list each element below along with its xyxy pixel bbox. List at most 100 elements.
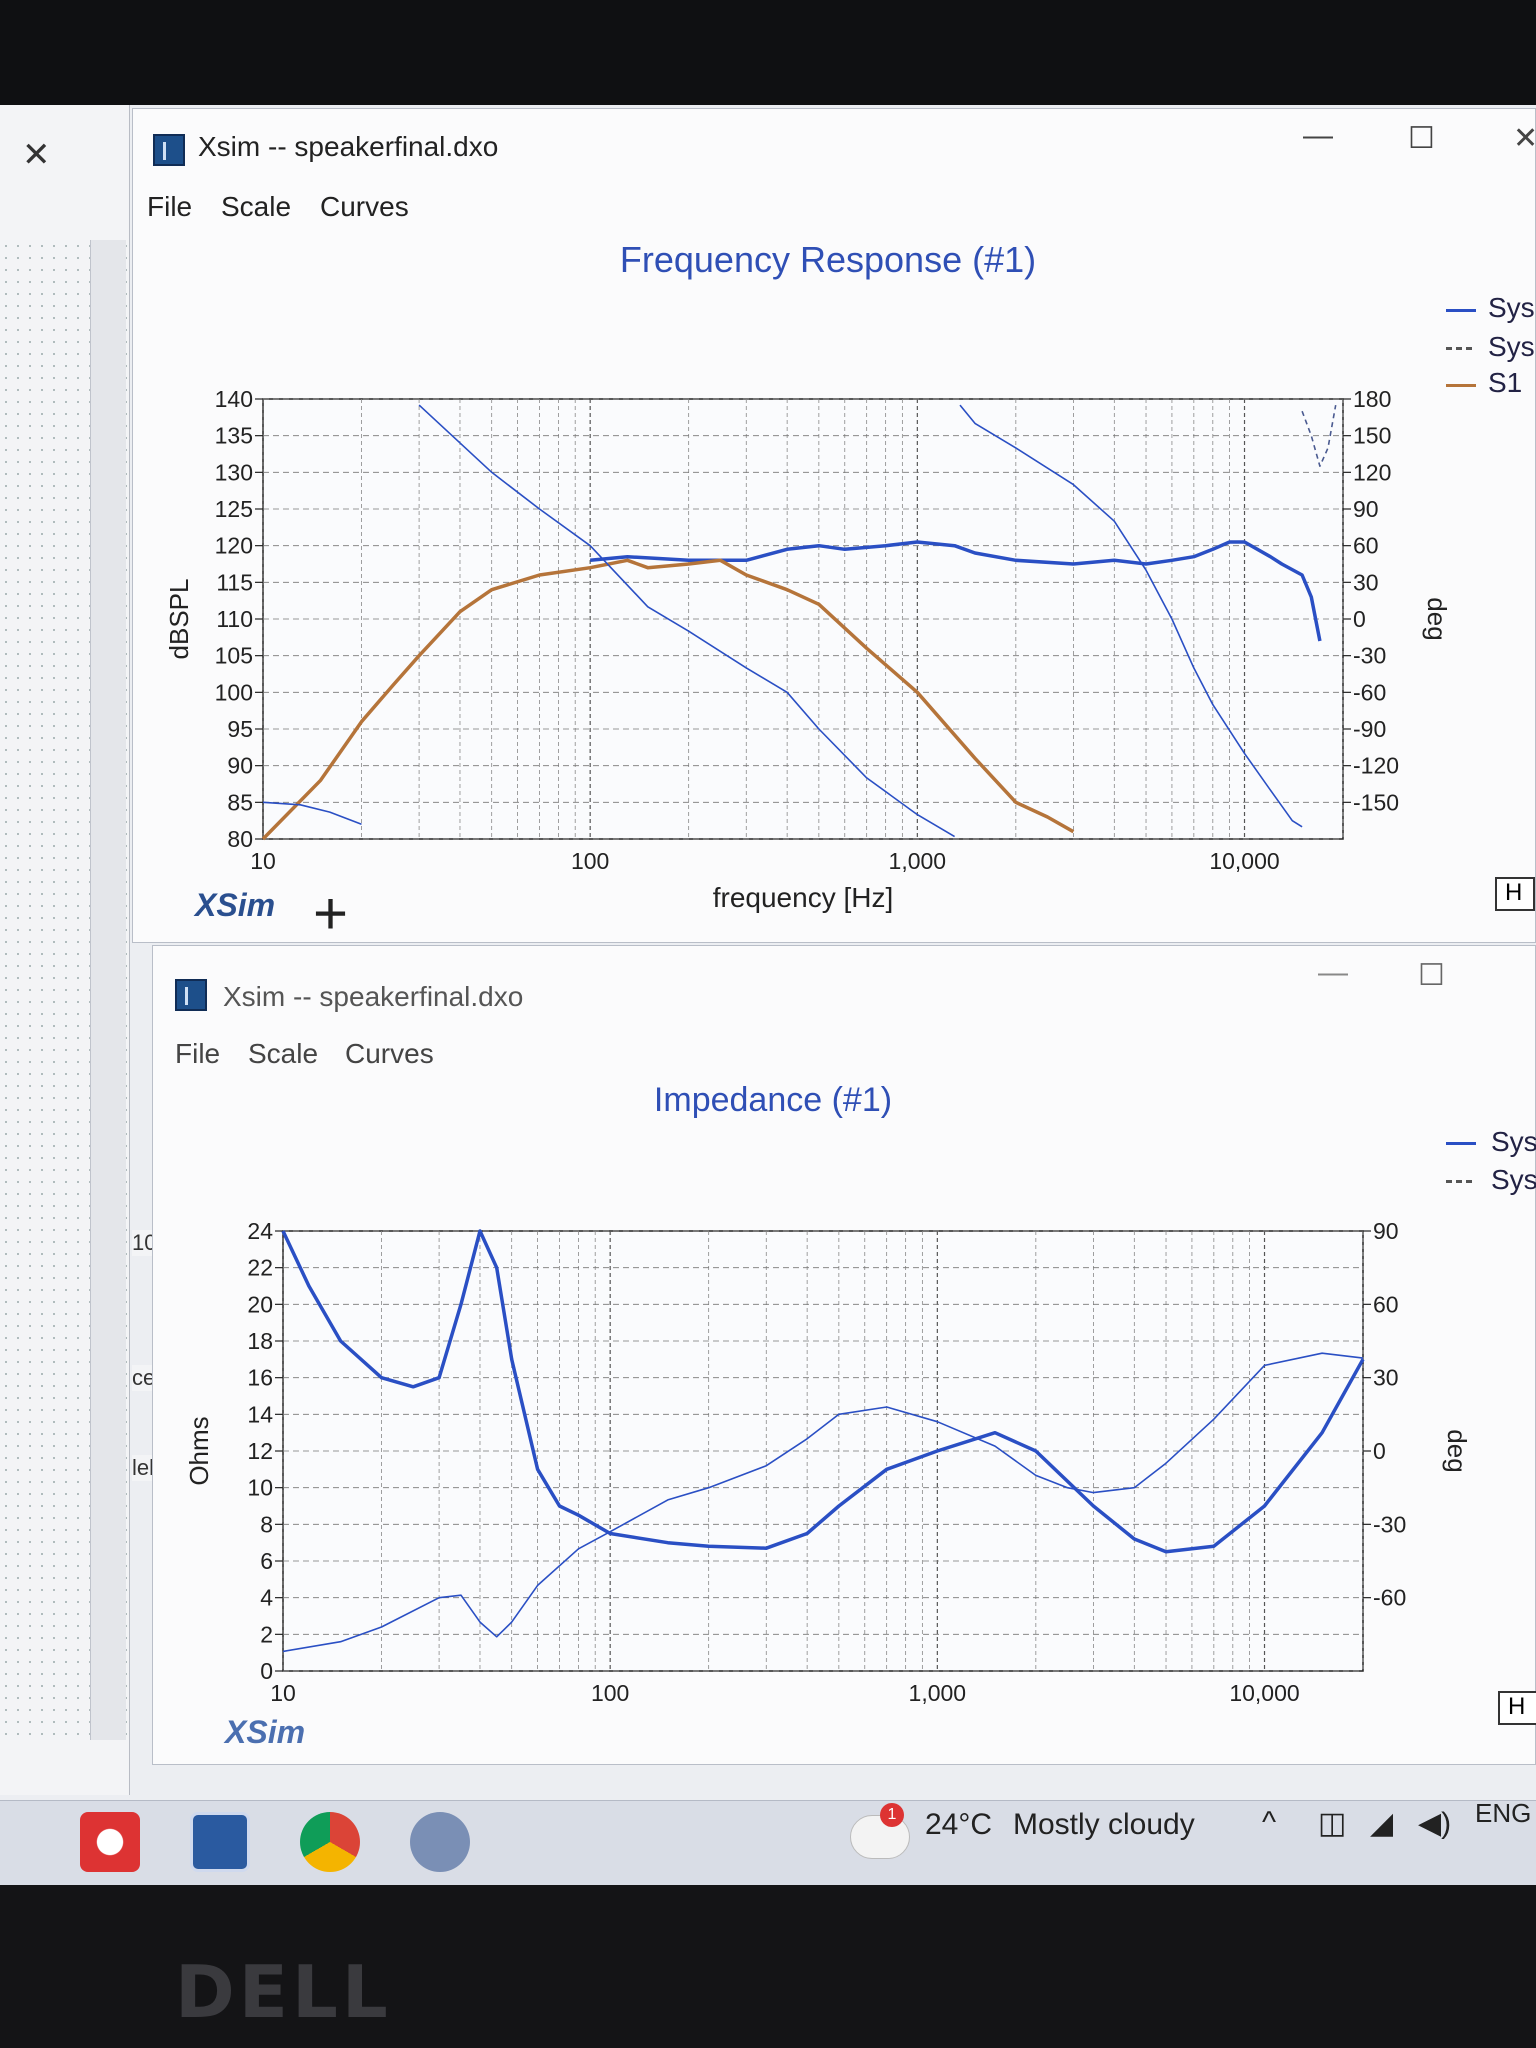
- background-scrollbar[interactable]: [90, 240, 126, 1740]
- chrome-icon[interactable]: [300, 1812, 360, 1872]
- legend-label-sys: Sys: [1488, 292, 1535, 323]
- chart-title: Impedance (#1): [653, 1081, 893, 1119]
- y-tick-label: 6: [260, 1548, 273, 1574]
- window-title: Xsim -- speakerfinal.dxo: [198, 131, 499, 162]
- y-tick-label: 90: [227, 753, 253, 779]
- y-tick-label: 16: [247, 1365, 273, 1391]
- menu-file[interactable]: File: [147, 191, 193, 222]
- x-axis-label: frequency [Hz]: [713, 882, 894, 913]
- xsim-app-icon: [175, 979, 207, 1011]
- y-tick-label: 24: [247, 1218, 273, 1244]
- x-tick-label: 10: [270, 1680, 296, 1706]
- chevron-up-icon[interactable]: ^: [1262, 1806, 1277, 1839]
- y2-tick-label: -60: [1373, 1585, 1406, 1611]
- y2-tick-label: -150: [1353, 789, 1399, 815]
- y2-tick-label: -30: [1373, 1511, 1406, 1537]
- x-tick-label: 100: [571, 848, 609, 874]
- y2-tick-label: 60: [1373, 1291, 1399, 1317]
- x-tick-label: 10: [250, 848, 276, 874]
- y2-tick-label: 120: [1353, 459, 1391, 485]
- maximize-icon[interactable]: ☐: [1408, 122, 1435, 155]
- weather-description[interactable]: Mostly cloudy: [1013, 1808, 1195, 1841]
- app-feather-icon[interactable]: [410, 1812, 470, 1872]
- side-button[interactable]: H: [1498, 1691, 1536, 1725]
- y-tick-label: 110: [216, 606, 253, 632]
- series-line-s1-1: [261, 558, 1075, 841]
- series-line-sys-0: [281, 1229, 1365, 1554]
- legend-label-s1: S1: [1488, 367, 1523, 398]
- weather-temp[interactable]: 24°C: [925, 1808, 993, 1841]
- y2-tick-label: -90: [1353, 716, 1386, 742]
- legend-label-sys: Sys: [1491, 1126, 1536, 1157]
- monitor-bottom-bezel: [0, 1885, 1536, 2048]
- y2-tick-label: 30: [1373, 1365, 1399, 1391]
- xsim-logo: XSim: [195, 887, 276, 923]
- y2-tick-label: -120: [1353, 753, 1399, 779]
- taskbar: [0, 1800, 1536, 1885]
- y-tick-label: 12: [247, 1438, 273, 1464]
- y-tick-label: 105: [215, 643, 253, 669]
- close-icon[interactable]: ✕: [22, 136, 51, 174]
- minimize-icon[interactable]: —: [1303, 119, 1333, 152]
- minimize-icon[interactable]: —: [1318, 956, 1348, 989]
- y2-tick-label: 90: [1353, 496, 1379, 522]
- wifi-icon[interactable]: ◢: [1370, 1807, 1394, 1840]
- language-indicator[interactable]: ENG: [1475, 1798, 1532, 1828]
- frequency-response-chart[interactable]: 1401351301251201151101051009590858018015…: [133, 289, 1536, 929]
- volume-icon[interactable]: ◀): [1418, 1807, 1452, 1840]
- y2-tick-label: 90: [1373, 1218, 1399, 1244]
- impedance-window: Xsim -- speakerfinal.dxo — ☐ File Scale …: [152, 945, 1536, 1765]
- y-tick-label: 22: [247, 1255, 273, 1281]
- y-tick-label: 140: [215, 386, 253, 412]
- xsim-app-icon: [153, 134, 185, 166]
- background-label: ce: [132, 1365, 156, 1391]
- title-bar[interactable]: Xsim -- speakerfinal.dxo — ☐: [153, 946, 1535, 1026]
- maximize-icon[interactable]: ☐: [1418, 959, 1445, 992]
- window-title: Xsim -- speakerfinal.dxo: [223, 981, 524, 1012]
- y2-tick-label: 180: [1353, 386, 1391, 412]
- y2-tick-label: 30: [1353, 569, 1379, 595]
- y-tick-label: 4: [260, 1585, 273, 1611]
- frequency-response-window: Xsim -- speakerfinal.dxo — ☐ ✕ File Scal…: [132, 108, 1536, 947]
- y-tick-label: 120: [215, 533, 253, 559]
- close-icon[interactable]: ✕: [1513, 122, 1536, 155]
- title-bar[interactable]: Xsim -- speakerfinal.dxo — ☐ ✕: [133, 109, 1536, 189]
- menu-scale[interactable]: Scale: [221, 191, 292, 222]
- tray-icon[interactable]: ◫: [1318, 1807, 1347, 1840]
- y2-tick-label: -30: [1353, 643, 1386, 669]
- y-tick-label: 80: [227, 826, 253, 852]
- series-line-sys-1: [282, 1352, 1364, 1653]
- x-tick-label: 1,000: [889, 848, 947, 874]
- crosshair-cursor-icon: +: [313, 880, 349, 947]
- y-tick-label: 125: [215, 496, 253, 522]
- y-tick-label: 95: [227, 716, 253, 742]
- y-axis-label: dBSPL: [164, 579, 194, 660]
- y-tick-label: 20: [247, 1291, 273, 1317]
- y-tick-label: 8: [260, 1511, 273, 1537]
- y2-axis-label: deg: [1442, 1429, 1472, 1472]
- y2-tick-label: 60: [1353, 533, 1379, 559]
- legend-line-sys-dashed: [1446, 347, 1476, 350]
- y-tick-label: 0: [260, 1658, 273, 1684]
- app-red-icon[interactable]: [80, 1812, 140, 1872]
- menu-scale[interactable]: Scale: [248, 1038, 319, 1069]
- y-tick-label: 115: [216, 569, 253, 595]
- series-line-sys-2: [262, 404, 1303, 838]
- y-tick-label: 130: [215, 459, 253, 485]
- side-button[interactable]: H: [1495, 877, 1535, 911]
- background-label: lel: [132, 1455, 155, 1481]
- xsim-taskbar-icon[interactable]: [190, 1812, 250, 1872]
- legend-line-sys: [1446, 1142, 1476, 1145]
- y-axis-label: Ohms: [184, 1416, 214, 1485]
- menu-curves[interactable]: Curves: [345, 1038, 434, 1069]
- weather-badge: 1: [880, 1803, 904, 1827]
- menu-curves[interactable]: Curves: [320, 191, 409, 222]
- y-tick-label: 100: [215, 679, 253, 705]
- y-tick-label: 14: [247, 1401, 273, 1427]
- legend-line-s1: [1446, 384, 1476, 387]
- chart-title: Frequency Response (#1): [619, 239, 1037, 280]
- menu-file[interactable]: File: [175, 1038, 221, 1069]
- y2-tick-label: -60: [1353, 679, 1386, 705]
- legend-label-sys: Sys: [1488, 331, 1535, 362]
